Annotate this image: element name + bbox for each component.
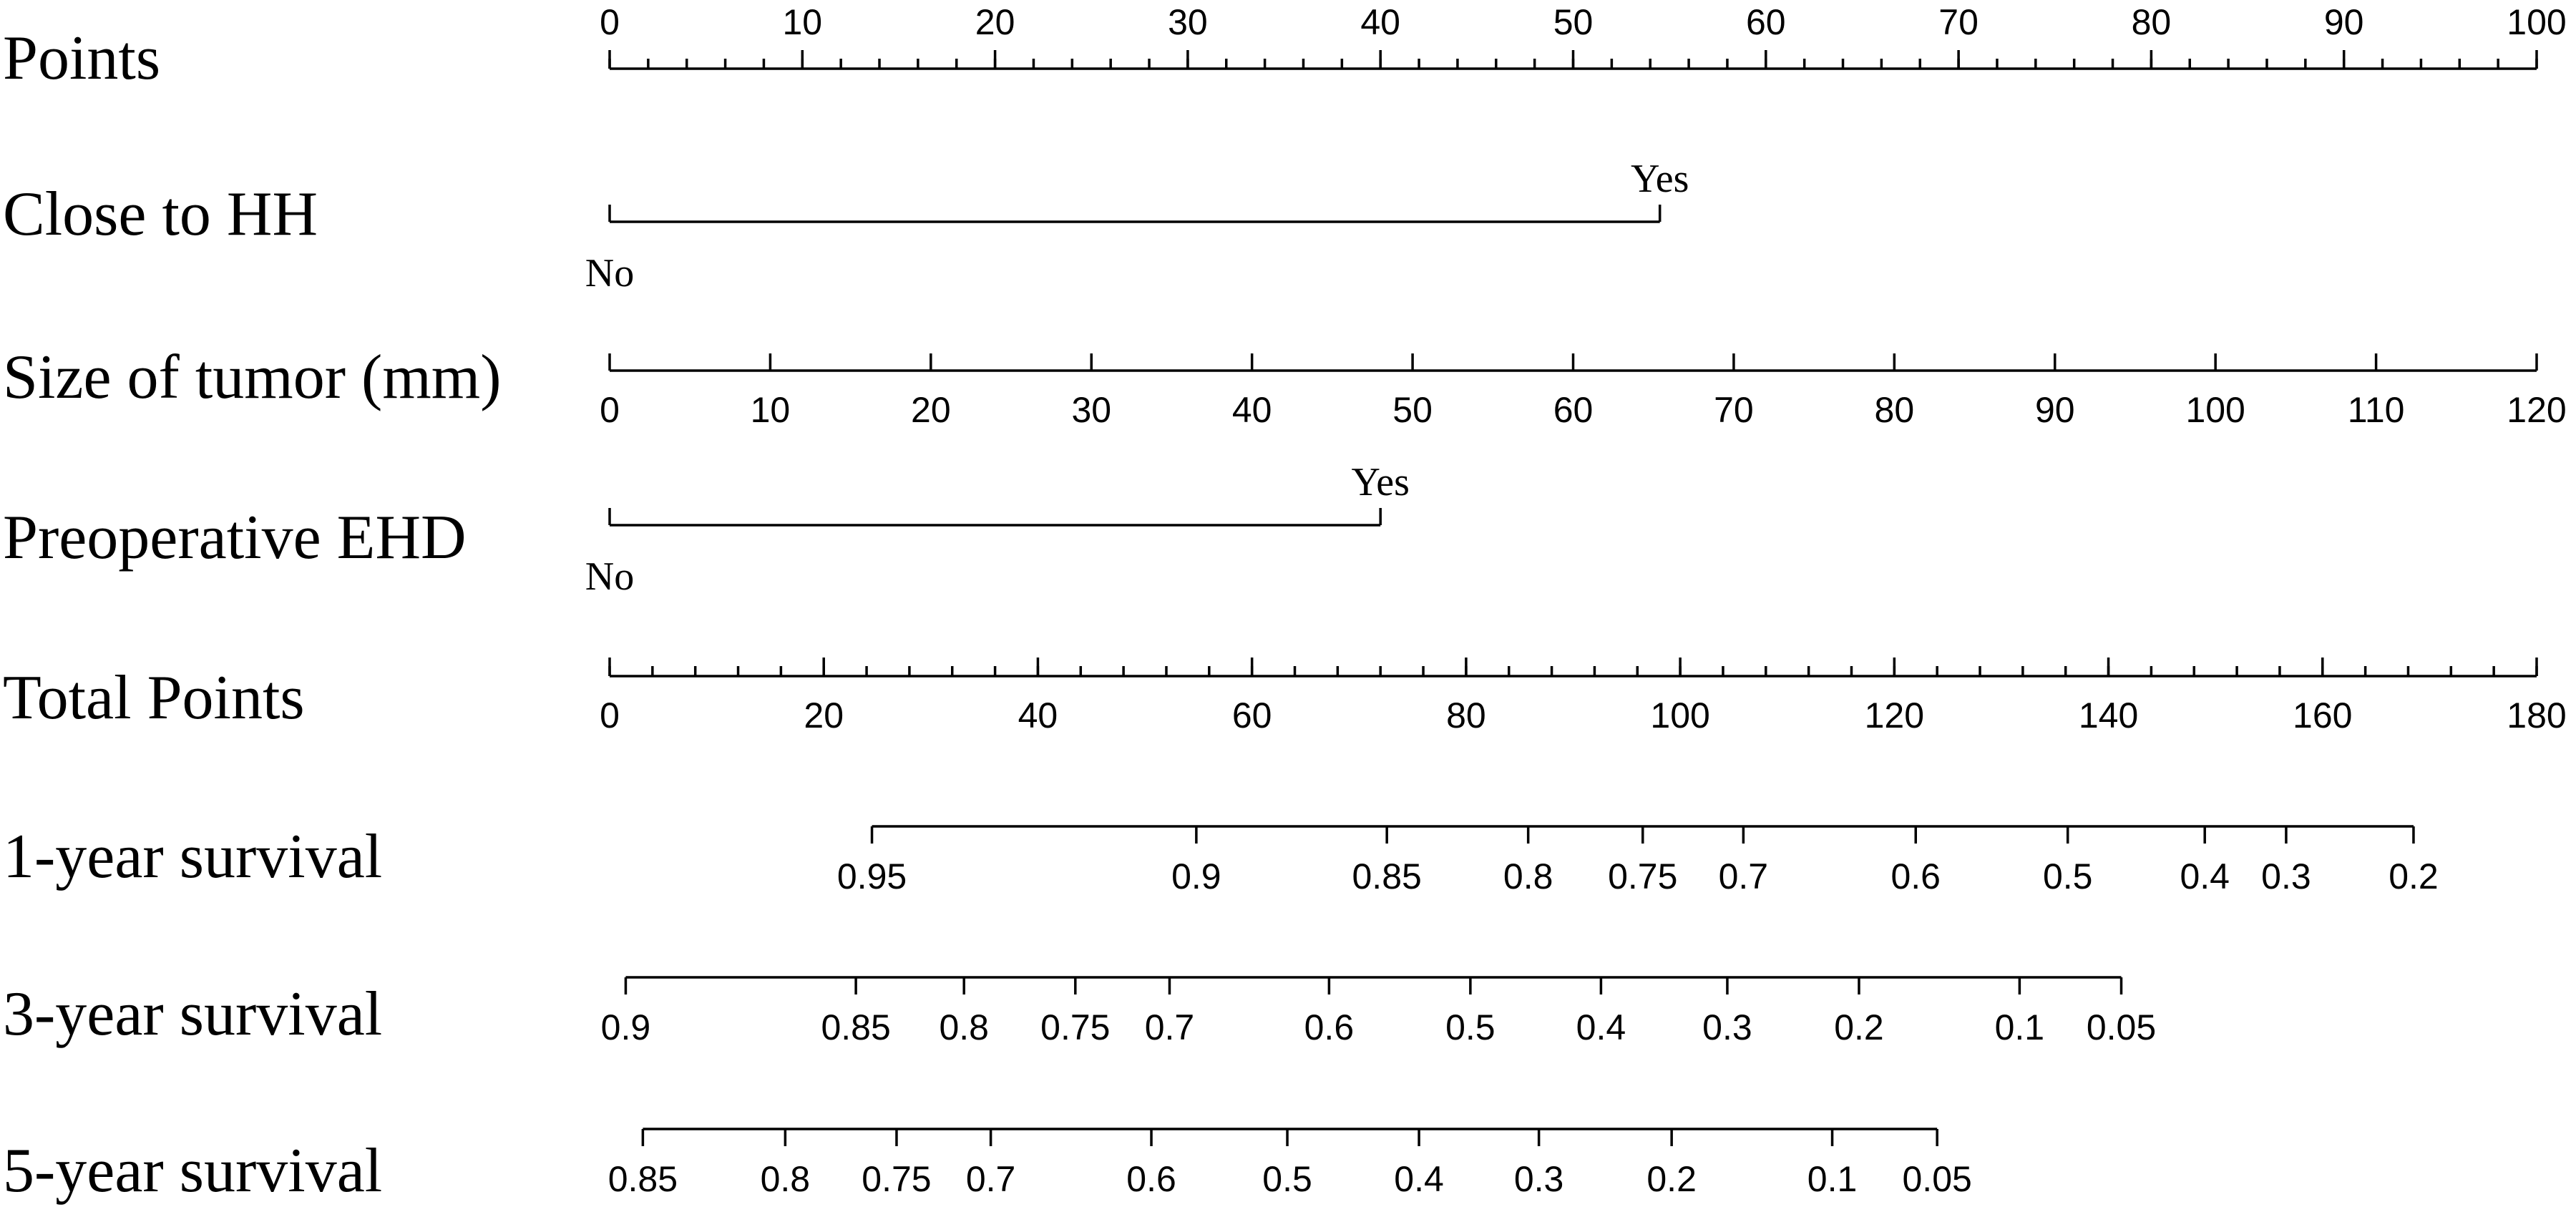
survival-1y-tick-label: 0.4 xyxy=(2180,856,2230,896)
survival-1y-tick-label: 0.6 xyxy=(1890,856,1941,896)
size-of-tumor-tick-label: 40 xyxy=(1232,390,1272,430)
survival-1y-tick-label: 0.9 xyxy=(1171,856,1221,896)
size-of-tumor-tick-label: 90 xyxy=(2035,390,2075,430)
survival-1y-tick-label: 0.3 xyxy=(2261,856,2311,896)
points-tick-label: 90 xyxy=(2324,2,2364,42)
survival-1y-tick-label: 0.2 xyxy=(2389,856,2439,896)
total-points-tick-label: 120 xyxy=(1865,695,1924,735)
size-of-tumor-tick-label: 110 xyxy=(2348,390,2405,430)
survival-3y-tick-label: 0.4 xyxy=(1576,1007,1626,1047)
total-points-label: Total Points xyxy=(3,663,305,733)
total-points-tick-label: 40 xyxy=(1018,695,1058,735)
survival-3y-tick-label: 0.1 xyxy=(1995,1007,2045,1047)
survival-3y-tick-label: 0.9 xyxy=(601,1007,651,1047)
points-tick-label: 10 xyxy=(782,2,822,42)
survival-5y-tick-label: 0.8 xyxy=(761,1159,811,1199)
survival-3y-tick-label: 0.3 xyxy=(1702,1007,1752,1047)
close-to-hh-label: Close to HH xyxy=(3,180,318,249)
survival-5y-tick-label: 0.7 xyxy=(966,1159,1016,1199)
size-of-tumor-tick-label: 60 xyxy=(1553,390,1594,430)
total-points-tick-label: 140 xyxy=(2079,695,2138,735)
close-to-hh-category-no: No xyxy=(585,251,634,295)
survival-3y-tick-label: 0.8 xyxy=(939,1007,989,1047)
survival-5y-tick-label: 0.85 xyxy=(608,1159,678,1199)
survival-3y-tick-label: 0.5 xyxy=(1445,1007,1496,1047)
points-tick-label: 20 xyxy=(975,2,1015,42)
survival-5y-label: 5-year survival xyxy=(3,1136,382,1206)
size-of-tumor-tick-label: 50 xyxy=(1392,390,1433,430)
points-tick-label: 80 xyxy=(2132,2,2172,42)
points-tick-label: 100 xyxy=(2507,2,2566,42)
total-points-tick-label: 0 xyxy=(600,695,620,735)
survival-5y-tick-label: 0.75 xyxy=(862,1159,931,1199)
survival-3y-tick-label: 0.05 xyxy=(2087,1007,2156,1047)
survival-1y-tick-label: 0.95 xyxy=(837,856,907,896)
preoperative-ehd-category-no: No xyxy=(585,554,634,599)
survival-5y-tick-label: 0.05 xyxy=(1903,1159,1972,1199)
survival-3y-label: 3-year survival xyxy=(3,979,382,1049)
size-of-tumor-tick-label: 120 xyxy=(2507,390,2566,430)
survival-5y-tick-label: 0.6 xyxy=(1126,1159,1176,1199)
close-to-hh-category-yes: Yes xyxy=(1631,157,1689,201)
survival-1y-tick-label: 0.5 xyxy=(2043,856,2093,896)
survival-1y-label: 1-year survival xyxy=(3,822,382,891)
total-points-tick-label: 20 xyxy=(804,695,844,735)
survival-3y-tick-label: 0.85 xyxy=(821,1007,890,1047)
size-of-tumor-tick-label: 10 xyxy=(751,390,791,430)
size-of-tumor-tick-label: 20 xyxy=(911,390,951,430)
survival-5y-tick-label: 0.2 xyxy=(1646,1159,1697,1199)
size-of-tumor-tick-label: 0 xyxy=(600,390,620,430)
size-of-tumor-tick-label: 100 xyxy=(2185,390,2245,430)
survival-3y-tick-label: 0.7 xyxy=(1145,1007,1195,1047)
survival-1y-tick-label: 0.75 xyxy=(1608,856,1677,896)
total-points-tick-label: 160 xyxy=(2293,695,2352,735)
total-points-tick-label: 180 xyxy=(2507,695,2566,735)
size-of-tumor-label: Size of tumor (mm) xyxy=(3,343,502,412)
size-of-tumor-tick-label: 30 xyxy=(1071,390,1111,430)
points-tick-label: 0 xyxy=(600,2,620,42)
survival-5y-tick-label: 0.4 xyxy=(1394,1159,1444,1199)
points-tick-label: 50 xyxy=(1553,2,1594,42)
size-of-tumor-tick-label: 80 xyxy=(1875,390,1915,430)
survival-5y-tick-label: 0.3 xyxy=(1514,1159,1564,1199)
total-points-tick-label: 100 xyxy=(1650,695,1709,735)
size-of-tumor-tick-label: 70 xyxy=(1714,390,1754,430)
preoperative-ehd-category-yes: Yes xyxy=(1351,460,1409,504)
points-tick-label: 30 xyxy=(1168,2,1208,42)
total-points-tick-label: 80 xyxy=(1446,695,1486,735)
preoperative-ehd-label: Preoperative EHD xyxy=(3,503,467,572)
points-label: Points xyxy=(3,24,160,93)
survival-3y-tick-label: 0.6 xyxy=(1304,1007,1355,1047)
survival-3y-tick-label: 0.75 xyxy=(1040,1007,1110,1047)
survival-1y-tick-label: 0.8 xyxy=(1503,856,1553,896)
points-tick-label: 40 xyxy=(1360,2,1400,42)
points-tick-label: 70 xyxy=(1938,2,1979,42)
survival-1y-tick-label: 0.85 xyxy=(1352,856,1422,896)
total-points-tick-label: 60 xyxy=(1232,695,1272,735)
points-tick-label: 60 xyxy=(1746,2,1786,42)
survival-3y-tick-label: 0.2 xyxy=(1834,1007,1884,1047)
survival-5y-tick-label: 0.5 xyxy=(1262,1159,1312,1199)
survival-5y-tick-label: 0.1 xyxy=(1807,1159,1858,1199)
survival-1y-tick-label: 0.7 xyxy=(1719,856,1769,896)
